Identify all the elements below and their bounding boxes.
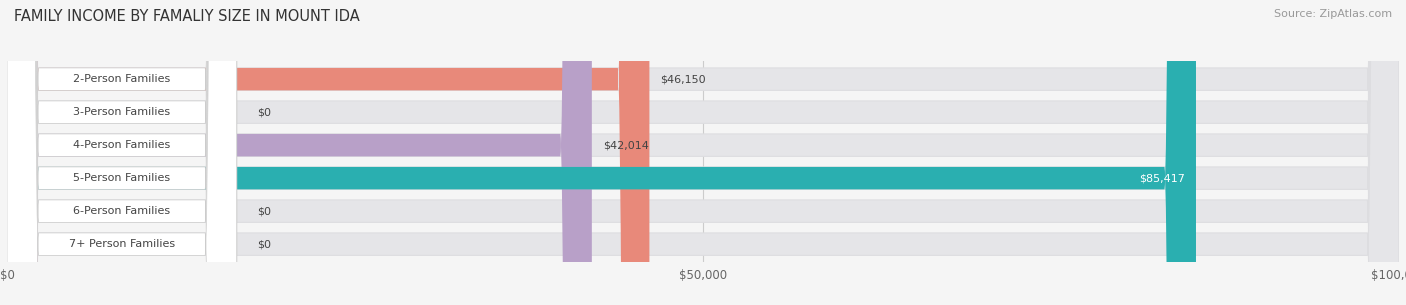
FancyBboxPatch shape xyxy=(7,0,1399,305)
FancyBboxPatch shape xyxy=(7,0,38,305)
FancyBboxPatch shape xyxy=(7,0,650,305)
FancyBboxPatch shape xyxy=(7,0,236,305)
FancyBboxPatch shape xyxy=(7,0,236,305)
Text: Source: ZipAtlas.com: Source: ZipAtlas.com xyxy=(1274,9,1392,19)
Text: $0: $0 xyxy=(257,206,271,216)
FancyBboxPatch shape xyxy=(7,0,38,305)
Text: $85,417: $85,417 xyxy=(1139,173,1185,183)
Text: 3-Person Families: 3-Person Families xyxy=(73,107,170,117)
FancyBboxPatch shape xyxy=(7,0,236,305)
Text: FAMILY INCOME BY FAMALIY SIZE IN MOUNT IDA: FAMILY INCOME BY FAMALIY SIZE IN MOUNT I… xyxy=(14,9,360,24)
Text: $46,150: $46,150 xyxy=(661,74,706,84)
FancyBboxPatch shape xyxy=(7,0,1399,305)
FancyBboxPatch shape xyxy=(7,0,236,305)
Text: 6-Person Families: 6-Person Families xyxy=(73,206,170,216)
Text: 5-Person Families: 5-Person Families xyxy=(73,173,170,183)
FancyBboxPatch shape xyxy=(7,0,1197,305)
FancyBboxPatch shape xyxy=(7,0,592,305)
Text: 4-Person Families: 4-Person Families xyxy=(73,140,170,150)
Text: $42,014: $42,014 xyxy=(603,140,648,150)
FancyBboxPatch shape xyxy=(7,0,236,305)
FancyBboxPatch shape xyxy=(7,0,38,305)
FancyBboxPatch shape xyxy=(7,0,1399,305)
FancyBboxPatch shape xyxy=(7,0,236,305)
FancyBboxPatch shape xyxy=(7,0,1399,305)
Text: $0: $0 xyxy=(257,107,271,117)
Text: $0: $0 xyxy=(257,239,271,249)
Text: 7+ Person Families: 7+ Person Families xyxy=(69,239,174,249)
FancyBboxPatch shape xyxy=(7,0,1399,305)
FancyBboxPatch shape xyxy=(7,0,1399,305)
Text: 2-Person Families: 2-Person Families xyxy=(73,74,170,84)
